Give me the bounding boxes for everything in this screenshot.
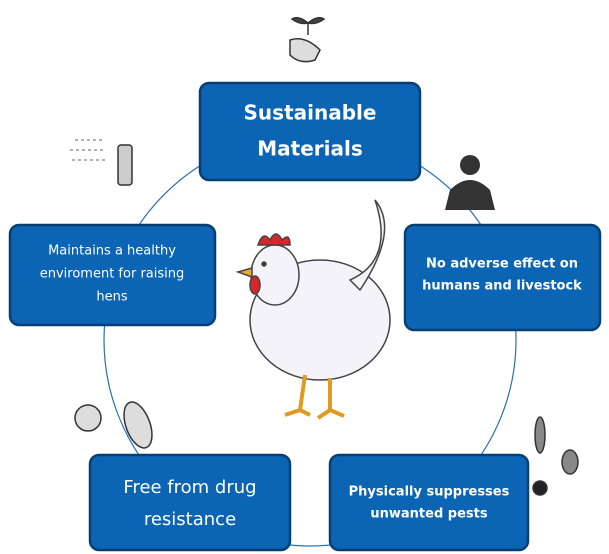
node-label: resistance [144,509,236,530]
node-label: Materials [257,137,363,161]
node-label: humans and livestock [422,279,582,294]
node-label: Free from drug [123,477,256,498]
sprayer-icon [70,139,133,186]
node-label: No adverse effect on [426,257,578,272]
node-box [88,453,292,552]
node-label: enviroment for raising [40,267,185,282]
node-label: hens [96,290,127,305]
sprout-hand-icon [289,16,326,63]
person-silhouette-icon [445,155,495,210]
microbe-icon [74,401,153,449]
pest-icon [532,416,579,496]
node-label: unwanted pests [370,507,487,522]
node-label: Maintains a healthy [48,244,176,259]
node-box [328,453,530,552]
node-box [198,81,422,182]
chicken-illustration [235,199,391,420]
node-box [8,223,217,327]
node-label: Sustainable [244,101,377,125]
node-label: Physically suppresses [349,485,510,500]
node-box [403,223,602,332]
